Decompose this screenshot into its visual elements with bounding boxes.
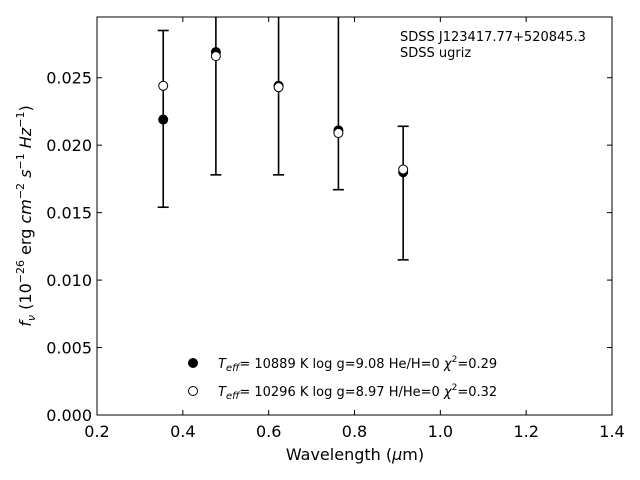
x-tick-label: 1.2	[513, 422, 538, 441]
y-tick-label: 0.015	[46, 204, 92, 223]
legend-entry-2: Teff= 10296 K log g=8.97 H/He=0 χ2=0.32	[218, 383, 497, 402]
axis-ticks: 0.2 0.4 0.6 0.8 1.0 1.2 1.4 0.000 0.005 0.010 0.01…	[46, 17, 625, 441]
data-points	[158, 47, 409, 178]
legend-entry-1: Teff= 10889 K log g=9.08 He/H=0 χ2=0.29	[218, 355, 497, 374]
y-tick-label: 0.000	[46, 406, 92, 425]
legend-marker-open	[188, 386, 198, 396]
point-open	[398, 164, 409, 175]
y-tick-label: 0.025	[46, 69, 92, 88]
legend: Teff= 10889 K log g=9.08 He/H=0 χ2=0.29 …	[188, 355, 497, 402]
y-axis-title: fν (10−26 erg cm−2 s−1 Hz−1)	[14, 105, 38, 326]
point-open	[273, 82, 284, 93]
survey-annotation: SDSS ugriz	[400, 46, 471, 61]
error-bars	[157, 17, 409, 261]
x-tick-label: 0.8	[342, 422, 367, 441]
x-tick-label: 0.2	[84, 422, 109, 441]
legend-marker-filled	[188, 358, 198, 368]
point-open	[158, 80, 169, 91]
plot-area-frame	[96, 16, 613, 416]
object-name-annotation: SDSS J123417.77+520845.3	[400, 30, 586, 45]
x-tick-label: 1.4	[599, 422, 624, 441]
x-tick-label: 0.6	[256, 422, 281, 441]
point-open	[210, 51, 221, 62]
point-filled	[158, 114, 169, 125]
point-open	[333, 128, 344, 139]
y-tick-label: 0.010	[46, 271, 92, 290]
y-tick-label: 0.020	[46, 136, 92, 155]
y-tick-label: 0.005	[46, 339, 92, 358]
x-tick-label: 0.4	[170, 422, 195, 441]
x-axis-title: Wavelength (μm)	[286, 445, 424, 464]
x-tick-label: 1.0	[428, 422, 453, 441]
